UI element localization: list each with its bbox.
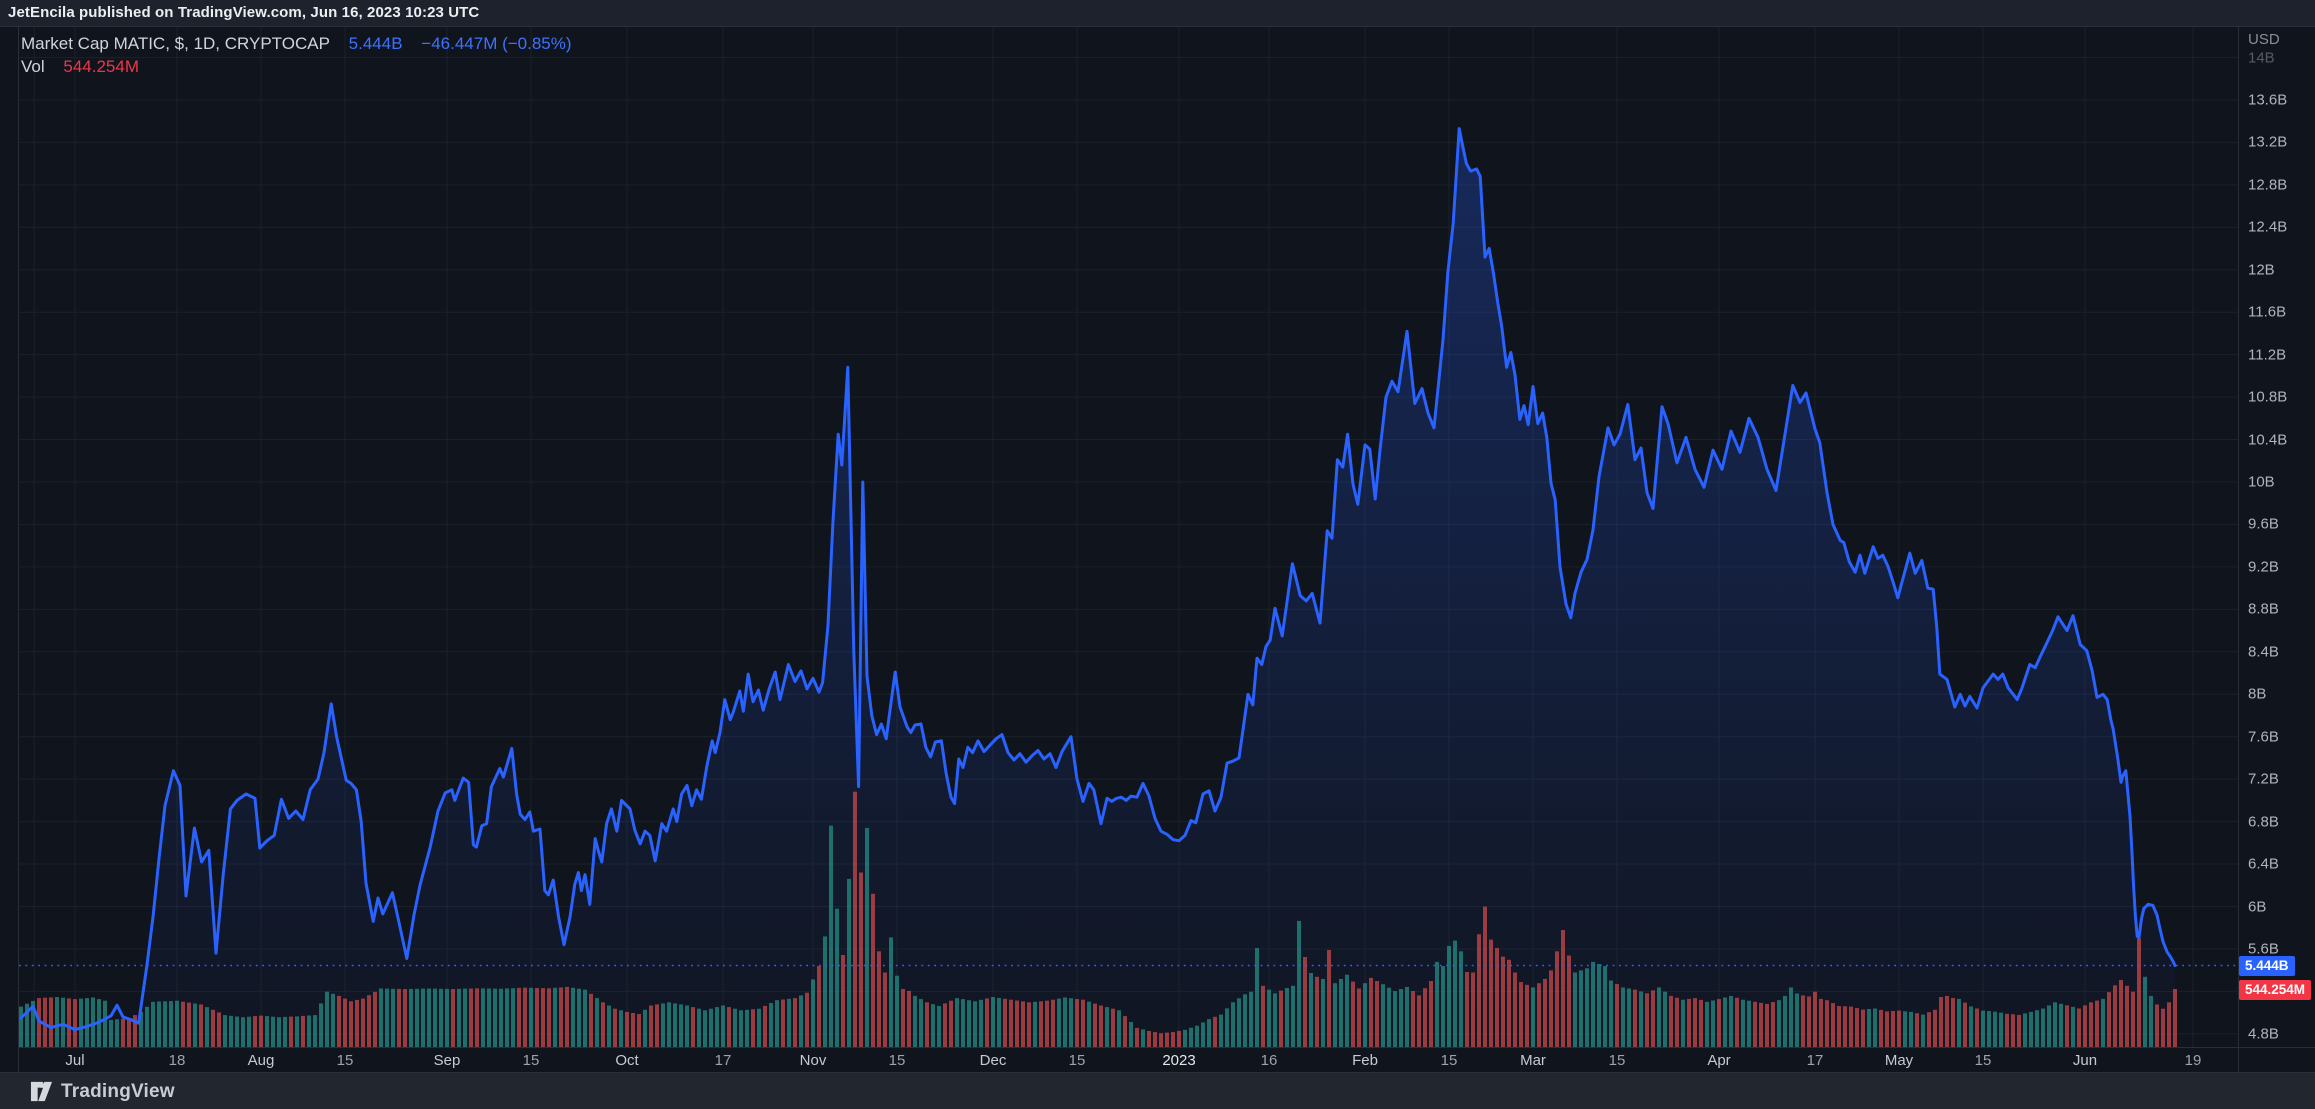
x-axis-tick-label: 15 (1440, 1052, 1458, 1069)
legend-volume-row[interactable]: Vol 544.254M (21, 55, 572, 78)
x-axis-tick-label: Aug (247, 1052, 275, 1069)
y-axis-tick-label: 8.8B (2248, 600, 2279, 618)
x-axis-tick-label: 18 (168, 1052, 186, 1069)
volume-value: 544.254M (63, 57, 139, 76)
y-axis-tick-label: 14B (2248, 49, 2275, 66)
tradingview-logo-text: TradingView (61, 1080, 175, 1102)
last-price-value: 5.444B (348, 34, 403, 53)
symbol-title: Market Cap MATIC, $, 1D, CRYPTOCAP (21, 34, 330, 53)
y-axis-tick-label: 9.2B (2248, 558, 2279, 576)
volume-bars (19, 791, 2177, 1047)
x-axis-tick-label: May (1884, 1052, 1914, 1069)
footer-bar: TradingView (0, 1073, 2315, 1109)
legend-symbol-row[interactable]: Market Cap MATIC, $, 1D, CRYPTOCAP 5.444… (21, 32, 572, 55)
x-axis-tick-label: Sep (433, 1052, 461, 1069)
y-axis-tick-label: 13.2B (2248, 133, 2288, 151)
y-axis-tick-label: 9.6B (2248, 515, 2279, 533)
area-fill (21, 128, 2175, 1047)
x-axis-tick-label: Jul (65, 1052, 85, 1069)
x-axis-tick-label: 2023 (1162, 1052, 1196, 1069)
x-axis-tick-label: 15 (1608, 1052, 1626, 1069)
y-axis-tick-label: 11.2B (2248, 346, 2287, 364)
x-axis-tick-label: Apr (1707, 1052, 1731, 1069)
x-axis-tick-label: 16 (1260, 1052, 1278, 1069)
y-axis-tick-label: 6B (2248, 898, 2267, 915)
y-axis-tick-label: 7.6B (2248, 728, 2279, 746)
x-axis-tick-label: Dec (979, 1052, 1007, 1069)
last-volume-badge: 544.254M (2239, 979, 2312, 1000)
x-axis-tick-label: Nov (799, 1052, 827, 1069)
y-axis-tick-label: 12B (2248, 261, 2275, 279)
y-axis-tick-label: 6.4B (2248, 855, 2279, 873)
publish-header-bar: JetEncila published on TradingView.com, … (0, 0, 2315, 26)
tradingview-logo-icon (30, 1081, 53, 1102)
y-axis-tick-label: 5.6B (2248, 940, 2279, 958)
y-axis-tick-label: 10.8B (2248, 388, 2288, 406)
volume-label: Vol (21, 57, 45, 76)
price-change-value: −46.447M (−0.85%) (421, 34, 572, 53)
y-axis-tick-label: 10.4B (2248, 431, 2288, 449)
chart-legend: Market Cap MATIC, $, 1D, CRYPTOCAP 5.444… (21, 32, 572, 78)
x-axis-tick-label: 15 (1068, 1052, 1086, 1069)
frame-borders (0, 26, 2315, 1073)
y-axis-tick-label: 13.6B (2248, 91, 2288, 109)
y-axis-tick-label: 8.4B (2248, 643, 2279, 661)
x-axis-tick-label: Oct (615, 1052, 639, 1069)
y-axis-tick-label: 12.4B (2248, 218, 2288, 236)
y-axis-tick-label: 12.8B (2248, 176, 2288, 194)
price-axis-currency-label: USD (2248, 31, 2280, 48)
price-line (19, 127, 2177, 1032)
y-axis-tick-label: 10B (2248, 473, 2275, 491)
x-axis-tick-label: 15 (522, 1052, 540, 1069)
y-axis-tick-label: 4.8B (2248, 1025, 2279, 1043)
x-axis-tick-label: 15 (336, 1052, 354, 1069)
last-price-badge: 5.444B (2239, 955, 2295, 976)
y-axis-tick-label: 11.6B (2248, 303, 2287, 321)
x-axis-tick-label: 15 (1974, 1052, 1992, 1069)
tradingview-logo-link[interactable]: TradingView (30, 1080, 175, 1103)
chart-frame: Market Cap MATIC, $, 1D, CRYPTOCAP 5.444… (0, 26, 2315, 1073)
y-axis-tick-label: 7.2B (2248, 770, 2279, 788)
x-axis-tick-label: Jun (2072, 1052, 2098, 1069)
price-chart-pane[interactable] (0, 26, 2315, 1073)
x-axis-tick-label: 19 (2184, 1052, 2202, 1069)
x-axis-tick-label: Feb (1352, 1052, 1378, 1069)
x-axis-tick-label: Mar (1520, 1052, 1546, 1069)
y-axis-tick-label: 6.8B (2248, 813, 2279, 831)
x-axis-tick-label: 17 (1806, 1052, 1824, 1069)
x-axis-tick-label: 15 (888, 1052, 906, 1069)
y-axis-tick-label: 8B (2248, 685, 2267, 703)
x-axis-tick-label: 17 (714, 1052, 732, 1069)
publish-header-text: JetEncila published on TradingView.com, … (8, 4, 480, 21)
